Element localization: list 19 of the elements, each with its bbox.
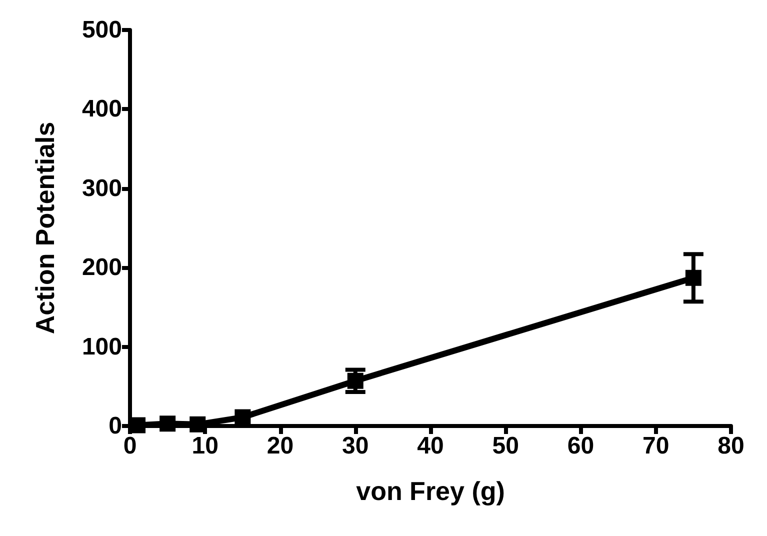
y-tick-label: 300 <box>82 174 122 202</box>
x-tick-label: 80 <box>718 432 744 460</box>
x-tick-label: 70 <box>642 432 670 460</box>
y-tick-label: 0 <box>108 412 122 440</box>
y-tick-label: 200 <box>82 254 122 282</box>
point <box>160 416 176 432</box>
x-axis-title: von Frey (g) <box>356 476 505 506</box>
y-tick-label: 500 <box>82 16 122 44</box>
x-tick-label: 10 <box>192 432 218 460</box>
x-tick-label: 30 <box>342 432 369 460</box>
x-tick-label: 20 <box>266 432 294 460</box>
y-axis-title: Action Potentials <box>30 122 60 334</box>
y-tick-label: 100 <box>82 333 122 360</box>
y-tick-label: 400 <box>82 96 122 123</box>
x-tick-label: 40 <box>417 432 444 460</box>
point <box>234 409 251 426</box>
x-tick-label: 50 <box>492 432 519 460</box>
point <box>190 416 206 432</box>
x-tick-label: 60 <box>567 432 594 460</box>
